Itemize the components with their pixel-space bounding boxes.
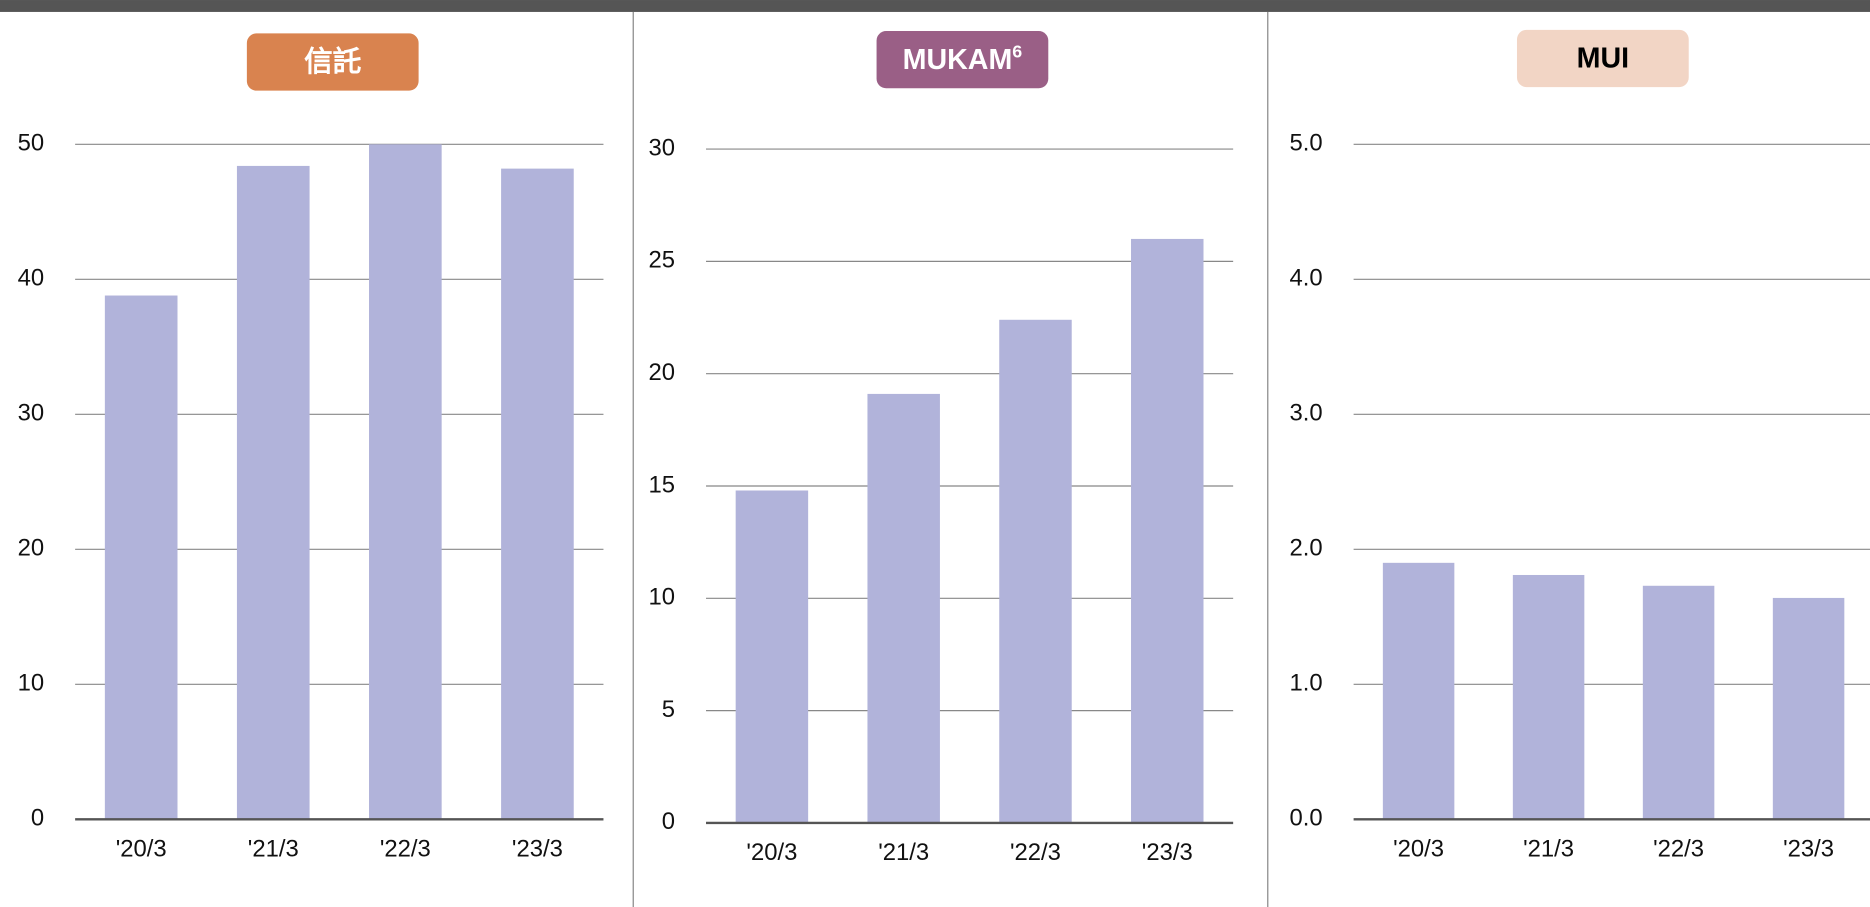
bar [1131,238,1204,823]
chart-title: MUI [1577,42,1629,74]
chart-title-text: MUI [1577,42,1629,74]
y-tick-label: 20 [18,535,45,562]
x-tick-label: '20/3 [746,839,797,866]
x-tick-label: '22/3 [1010,839,1061,866]
chart-title: 信託 [304,45,362,78]
x-tick-label: '20/3 [1393,836,1444,863]
y-tick-label: 5.0 [1289,130,1322,157]
bar [1642,585,1715,820]
chart-title-text: MUKAM [903,43,1013,75]
x-tick-label: '21/3 [1523,836,1574,863]
y-tick-label: 30 [18,400,45,427]
chart-title-text: 信託 [304,45,362,78]
y-tick-label: 10 [648,584,675,611]
x-tick-label: '23/3 [512,836,563,863]
chart-title: MUKAM6 [903,41,1023,75]
y-tick-label: 4.0 [1289,265,1322,292]
bar [236,165,310,820]
y-tick-label: 50 [18,130,45,157]
y-tick-label: 5 [662,696,675,723]
x-tick-label: '21/3 [878,839,929,866]
y-tick-label: 25 [648,247,675,274]
y-tick-label: 0 [662,808,675,835]
y-tick-label: 3.0 [1289,400,1322,427]
bar [999,319,1072,823]
y-tick-label: 20 [648,359,675,386]
x-tick-label: '23/3 [1142,839,1193,866]
bar [1772,597,1845,820]
y-tick-label: 0.0 [1289,805,1322,832]
x-tick-label: '21/3 [248,836,299,863]
bar [867,393,940,823]
y-tick-label: 15 [648,471,675,498]
title-badge [246,33,419,91]
x-tick-label: '20/3 [116,836,167,863]
chart-title-superscript: 6 [1012,41,1022,61]
y-tick-label: 2.0 [1289,535,1322,562]
y-tick-label: 30 [648,134,675,161]
y-tick-label: 10 [18,670,45,697]
top-bar [0,0,1870,12]
x-tick-label: '22/3 [380,836,431,863]
bar [735,490,809,823]
title-badge [1516,29,1689,88]
x-tick-label: '23/3 [1783,836,1834,863]
bar [1382,562,1455,820]
title-badge [876,31,1049,89]
bar [369,144,442,820]
bar [501,168,574,820]
x-tick-label: '22/3 [1653,836,1704,863]
y-tick-label: 40 [18,265,45,292]
bar [1512,574,1585,820]
y-tick-label: 1.0 [1289,670,1322,697]
y-tick-label: 0 [31,805,44,832]
bar [104,295,178,820]
